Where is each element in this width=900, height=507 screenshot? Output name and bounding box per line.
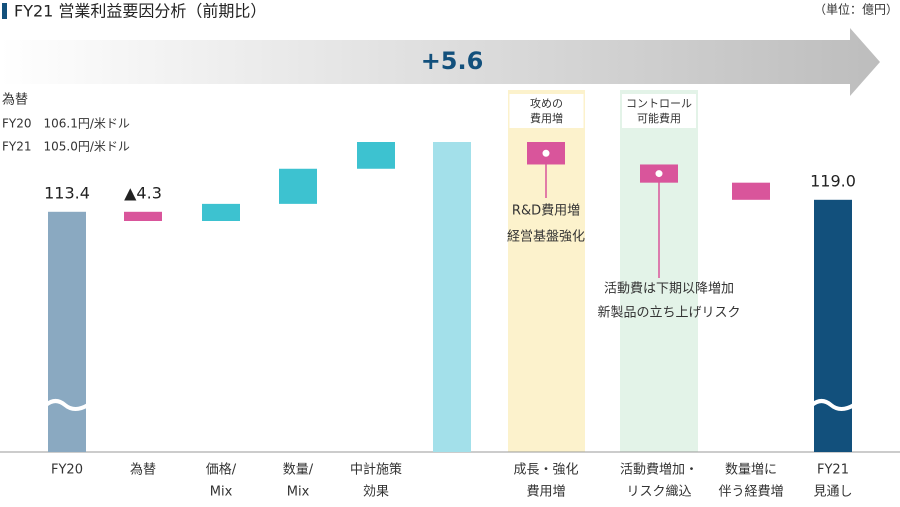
x-tick-label: 数量/ bbox=[283, 463, 314, 478]
bar bbox=[814, 199, 852, 452]
fx-title: 為替 bbox=[2, 92, 28, 108]
axis-break bbox=[810, 399, 856, 411]
bar bbox=[357, 142, 395, 169]
bar bbox=[202, 203, 240, 221]
x-tick-label: 成長・強化 bbox=[513, 463, 578, 478]
group-label: 費用増 bbox=[530, 111, 563, 125]
fx-line: FY20 106.1円/米ドル bbox=[2, 117, 130, 131]
x-tick-label: 価格/ bbox=[206, 462, 237, 478]
x-tick-label: Mix bbox=[287, 485, 310, 500]
change-arrow bbox=[0, 28, 880, 96]
axis-break bbox=[44, 399, 90, 411]
callout-text: 活動費は下期以降増加 bbox=[604, 282, 734, 297]
bar bbox=[124, 211, 162, 221]
value-label: ▲4.3 bbox=[124, 183, 162, 202]
bar bbox=[279, 168, 317, 204]
x-tick-label: FY20 bbox=[51, 463, 83, 478]
change-label: +5.6 bbox=[421, 47, 484, 75]
x-tick-label: 費用増 bbox=[526, 485, 565, 500]
x-tick-label: 効果 bbox=[363, 485, 389, 500]
x-tick-label: FY21 bbox=[817, 463, 849, 478]
title-marker bbox=[2, 3, 7, 19]
callout-text: 新製品の立ち上げリスク bbox=[597, 305, 740, 321]
value-label: 113.4 bbox=[44, 183, 90, 202]
x-tick-label: 数量増に bbox=[725, 463, 777, 478]
group-label: 可能費用 bbox=[637, 111, 681, 125]
chart-title: FY21 営業利益要因分析（前期比） bbox=[14, 2, 266, 21]
callout-text: R&D費用増 bbox=[512, 204, 580, 219]
bar bbox=[48, 211, 86, 452]
unit-label: （単位：億円） bbox=[814, 2, 898, 17]
callout-dot bbox=[541, 148, 551, 158]
callout-dot bbox=[654, 169, 664, 179]
x-tick-label: 見通し bbox=[813, 485, 852, 500]
x-tick-label: 伴う経費増 bbox=[718, 485, 783, 500]
x-tick-label: リスク織込 bbox=[626, 485, 691, 500]
bar bbox=[433, 142, 471, 452]
x-tick-label: 為替 bbox=[130, 462, 156, 478]
group-label: 攻めの bbox=[530, 96, 563, 110]
group-label-box bbox=[509, 94, 584, 128]
fx-line: FY21 105.0円/米ドル bbox=[2, 140, 130, 154]
group-label-box bbox=[622, 94, 696, 128]
x-tick-label: 中計施策 bbox=[350, 462, 402, 478]
x-tick-label: 活動費増加・ bbox=[620, 463, 698, 478]
callout-text: 経営基盤強化 bbox=[507, 230, 585, 245]
x-tick-label: Mix bbox=[210, 485, 233, 500]
bar bbox=[732, 182, 770, 200]
group-label: コントロール bbox=[626, 97, 692, 110]
value-label: 119.0 bbox=[810, 171, 856, 190]
